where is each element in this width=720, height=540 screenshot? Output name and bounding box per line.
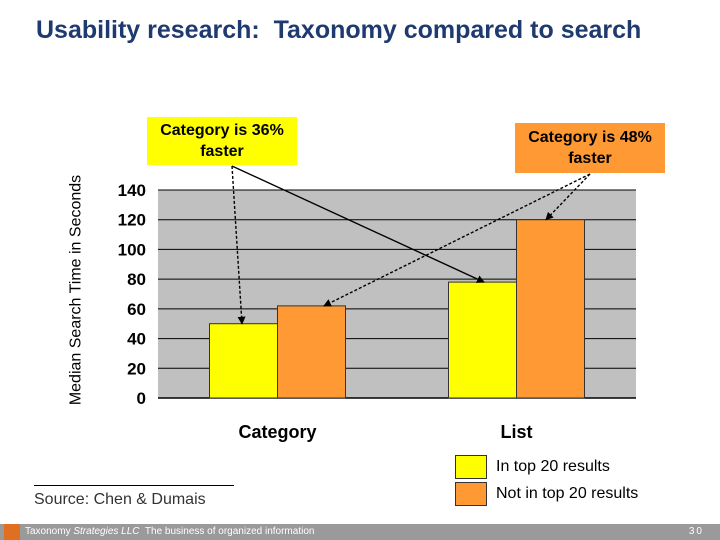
- page-number: 30: [688, 526, 704, 537]
- bar-category-1: [277, 305, 346, 399]
- y-tick-label: 40: [127, 330, 146, 349]
- bars: [209, 219, 585, 399]
- x-tick-labels: Category List: [238, 422, 532, 442]
- callout-category-36-faster: Category is 36% faster: [147, 117, 297, 165]
- x-tick-label: Category: [238, 422, 316, 442]
- callout-arrow: [545, 173, 591, 221]
- y-tick-label: 20: [127, 359, 146, 378]
- y-tick-labels: 0 20 40 60 80 100 120 140: [118, 181, 146, 408]
- legend-label: Not in top 20 results: [496, 485, 639, 502]
- legend-item-top20: In top 20 results: [455, 454, 610, 480]
- y-tick-label: 80: [127, 270, 146, 289]
- y-tick-label: 140: [118, 181, 146, 200]
- legend-swatch-orange: [455, 482, 487, 506]
- footer-company-italic: Strategies LLC: [73, 526, 140, 537]
- callout-arrow: [231, 165, 485, 283]
- logo-icon: [4, 524, 20, 540]
- y-axis-label: Median Search Time in Seconds: [67, 174, 85, 406]
- x-tick-label: List: [500, 422, 532, 442]
- footer-tagline: The business of organized information: [144, 526, 315, 537]
- legend-item-not-top20: Not in top 20 results: [455, 481, 638, 507]
- bar-category-0: [209, 323, 278, 399]
- y-tick-label: 120: [118, 211, 146, 230]
- slide-title: Usability research: Taxonomy compared to…: [36, 16, 642, 44]
- legend-label: In top 20 results: [496, 458, 610, 475]
- y-tick-label: 0: [137, 389, 146, 408]
- y-tick-label: 60: [127, 300, 146, 319]
- bar-list-1: [516, 219, 585, 399]
- legend-swatch-yellow: [455, 455, 487, 479]
- bar-list-0: [448, 281, 517, 399]
- footer-company: Taxonomy: [25, 526, 71, 537]
- callout-arrow: [323, 173, 591, 307]
- footer-bar: [0, 524, 720, 540]
- source-divider: [34, 485, 234, 486]
- callout-category-48-faster: Category is 48% faster: [515, 123, 665, 173]
- footer-text: Taxonomy Strategies LLC The business of …: [25, 526, 314, 537]
- y-tick-label: 100: [118, 240, 146, 259]
- source-citation: Source: Chen & Dumais: [34, 491, 206, 508]
- callout-arrows: [231, 165, 591, 325]
- callout-arrow: [231, 165, 246, 325]
